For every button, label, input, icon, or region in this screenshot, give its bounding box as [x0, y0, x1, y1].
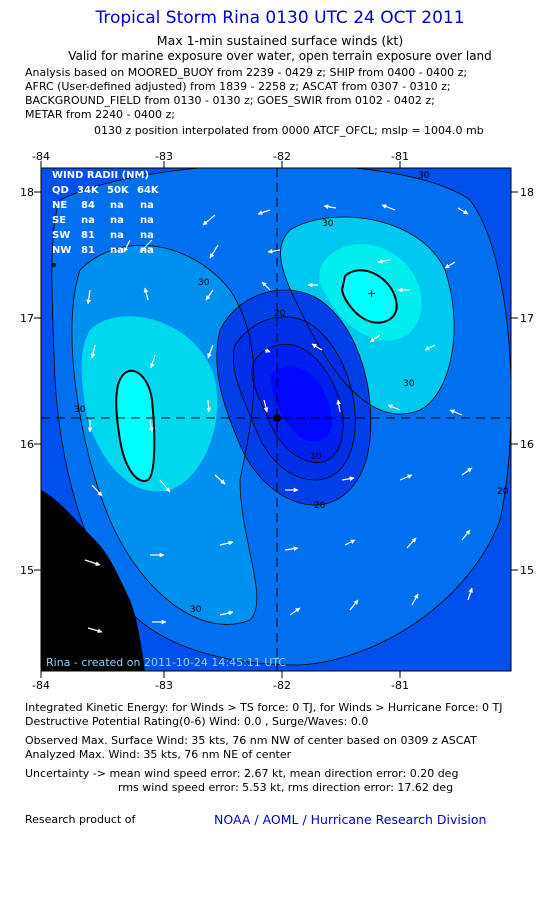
lon-tick-bottom-83: -83	[155, 679, 173, 692]
axis-labels: -84 -83 -82 -81 -84 -83 -82 -81 18 17 16…	[20, 150, 534, 692]
svg-text:SE: SE	[52, 215, 66, 226]
axis-ticks	[34, 161, 518, 678]
wind-peak-w	[115, 369, 156, 482]
lon-tick-top-84: -84	[32, 150, 50, 163]
wind-band-0-5	[270, 366, 332, 442]
svg-text:na: na	[110, 245, 124, 256]
contour-30-west	[71, 244, 258, 625]
svg-text:na: na	[110, 200, 124, 211]
svg-text:50K: 50K	[107, 185, 130, 196]
svg-text:NW: NW	[52, 245, 71, 256]
max-wind-marker: +	[367, 287, 376, 300]
svg-text:81: 81	[81, 230, 95, 241]
contour-30-east	[280, 216, 455, 415]
analyzed-max-line: Analyzed Max. Wind: 35 kts, 76 nm NE of …	[25, 748, 292, 761]
lon-tick-top-83: -83	[155, 150, 173, 163]
lat-tick-left-15: 15	[20, 564, 34, 577]
svg-text:34K: 34K	[77, 185, 100, 196]
lon-tick-top-81: -81	[391, 150, 409, 163]
lat-tick-left-16: 16	[20, 438, 34, 451]
contour-label-30c: 30	[190, 605, 202, 615]
contour-label-10: 10	[310, 452, 322, 462]
svg-text:na: na	[140, 230, 154, 241]
validity-line: Valid for marine exposure over water, op…	[68, 49, 492, 63]
research-org-link[interactable]: NOAA / AOML / Hurricane Research Divisio…	[214, 812, 487, 827]
svg-text:na: na	[81, 215, 95, 226]
map-credit: Rina - created on 2011-10-24 14:45:11 UT…	[46, 656, 286, 669]
svg-text:na: na	[140, 200, 154, 211]
contour-labels: 30 30 30 30 30 30 20 20 20 10	[74, 171, 509, 615]
lat-tick-right-17: 17	[520, 312, 534, 325]
lat-tick-left-18: 18	[20, 186, 34, 199]
wind-vectors	[84, 204, 473, 634]
storm-center-marker	[273, 414, 281, 422]
svg-text:QD: QD	[52, 185, 69, 196]
analysis-line-1: Analysis based on MOORED_BUOY from 2239 …	[25, 66, 468, 79]
wind-radii-table: WIND RADII (NM) QD 34K 50K 64K NE 84 na …	[52, 170, 160, 256]
lat-tick-right-15: 15	[520, 564, 534, 577]
uncertainty-line-1: Uncertainty -> mean wind speed error: 2.…	[25, 767, 459, 780]
map-frame	[40, 167, 512, 672]
analysis-line-2: AFRC (User-defined adjusted) from 1839 -…	[25, 80, 451, 93]
lon-tick-bottom-84: -84	[32, 679, 50, 692]
research-label: Research product of	[25, 813, 136, 826]
svg-text:NE: NE	[52, 200, 67, 211]
wind-peak-ne	[340, 269, 398, 324]
land-island	[52, 263, 56, 267]
contour-label-30e: 30	[403, 379, 415, 389]
lon-tick-top-82: -82	[273, 150, 291, 163]
map-title: Tropical Storm Rina 0130 UTC 24 OCT 2011	[95, 8, 465, 28]
lon-tick-bottom-81: -81	[391, 679, 409, 692]
svg-text:81: 81	[81, 245, 95, 256]
contour-label-30b: 30	[74, 405, 86, 415]
svg-text:na: na	[140, 215, 154, 226]
svg-text:na: na	[110, 215, 124, 226]
dpr-line: Destructive Potential Rating(0-6) Wind: …	[25, 715, 369, 728]
lon-tick-bottom-82: -82	[273, 679, 291, 692]
svg-text:na: na	[140, 245, 154, 256]
lat-tick-right-16: 16	[520, 438, 534, 451]
contour-label-30d: 30	[322, 219, 334, 229]
svg-text:84: 84	[81, 200, 95, 211]
contour-label-20c: 20	[497, 487, 509, 497]
observed-max-line: Observed Max. Surface Wind: 35 kts, 76 n…	[25, 734, 477, 747]
wind-field-map: +	[20, 150, 534, 692]
lat-tick-left-17: 17	[20, 312, 34, 325]
lat-tick-right-18: 18	[520, 186, 534, 199]
svg-text:64K: 64K	[137, 185, 160, 196]
contour-label-20a: 20	[274, 309, 286, 319]
ike-line: Integrated Kinetic Energy: for Winds > T…	[25, 701, 503, 714]
contour-label-30f: 30	[418, 171, 430, 181]
land-coast	[41, 490, 145, 671]
contour-label-20b: 20	[314, 501, 326, 511]
svg-text:SW: SW	[52, 230, 70, 241]
position-note: 0130 z position interpolated from 0000 A…	[94, 124, 484, 137]
contour-25	[51, 168, 511, 666]
wind-contours: +	[41, 168, 511, 671]
wind-radii-title: WIND RADII (NM)	[52, 170, 149, 181]
contour-label-30a: 30	[198, 278, 210, 288]
analysis-line-4: METAR from 2240 - 0400 z;	[25, 108, 175, 121]
svg-text:na: na	[110, 230, 124, 241]
map-subtitle: Max 1-min sustained surface winds (kt)	[156, 33, 404, 48]
uncertainty-line-2: rms wind speed error: 5.53 kt, rms direc…	[118, 781, 454, 794]
analysis-line-3: BACKGROUND_FIELD from 0130 - 0130 z; GOE…	[25, 94, 435, 107]
